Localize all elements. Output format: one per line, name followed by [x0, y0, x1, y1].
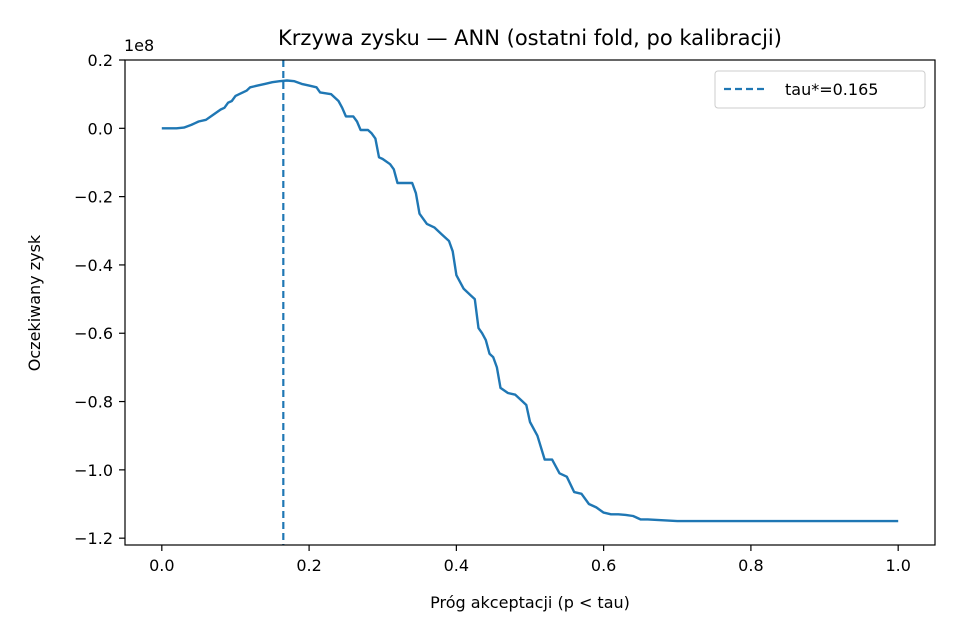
y-tick-label: −1.0	[74, 461, 113, 480]
chart-title: Krzywa zysku — ANN (ostatni fold, po kal…	[278, 26, 782, 50]
x-tick-label: 1.0	[885, 556, 910, 575]
y-tick-label: −0.4	[74, 256, 113, 275]
series-line-0	[161, 79, 899, 523]
x-tick-label: 0.2	[296, 556, 321, 575]
legend: tau*=0.165	[714, 70, 926, 109]
x-tick-label: 0.4	[444, 556, 469, 575]
x-tick-label: 0.6	[591, 556, 616, 575]
y-axis-label: Oczekiwany zysk	[25, 234, 44, 371]
y-axis: 0.2 0.0 −0.2 −0.4 −0.6 −0.8 −1.0 −1.2	[74, 51, 125, 548]
x-tick-label: 0.0	[149, 556, 174, 575]
y-offset-label: 1e8	[124, 36, 154, 55]
axes-frame	[124, 59, 936, 546]
x-axis: 0.0 0.2 0.4 0.6 0.8 1.0	[149, 545, 911, 575]
y-tick-label: −0.2	[74, 188, 113, 207]
plot-area	[161, 60, 899, 545]
y-tick-label: 0.0	[88, 119, 113, 138]
x-tick-label: 0.8	[738, 556, 763, 575]
y-tick-label: 0.2	[88, 51, 113, 70]
x-axis-label: Próg akceptacji (p < tau)	[430, 593, 630, 612]
y-tick-label: −0.8	[74, 393, 113, 412]
y-tick-label: −1.2	[74, 529, 113, 548]
legend-box	[714, 70, 926, 109]
y-tick-label: −0.6	[74, 324, 113, 343]
legend-label-tau: tau*=0.165	[785, 80, 878, 99]
